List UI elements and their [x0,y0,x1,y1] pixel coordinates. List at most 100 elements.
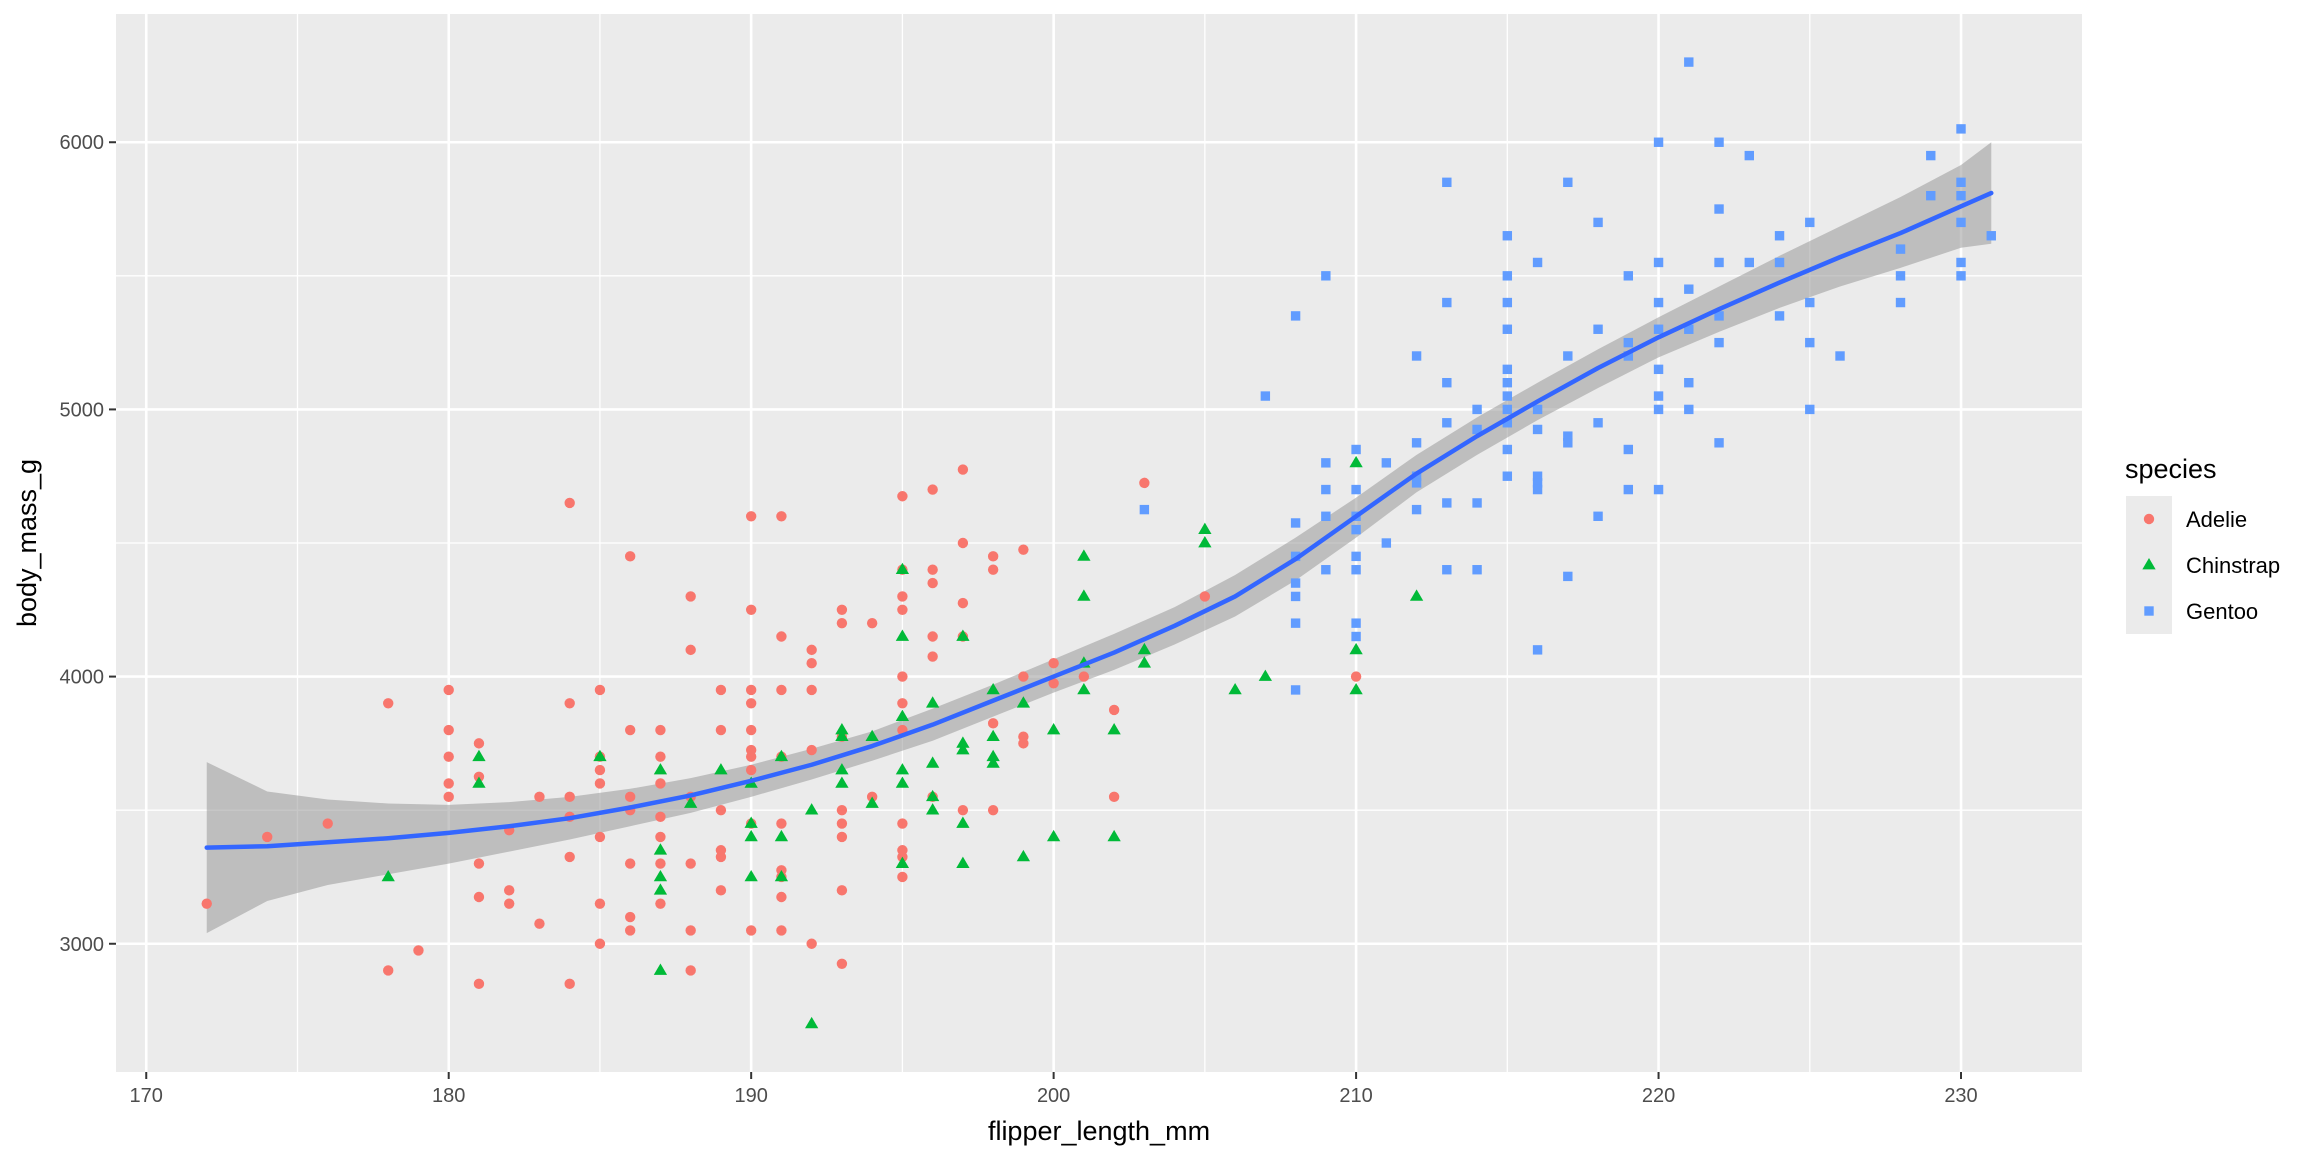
data-point-adelie [776,511,787,522]
data-point-gentoo [1442,418,1452,428]
data-point-gentoo [1926,150,1936,161]
data-point-adelie [745,751,757,762]
data-point-gentoo [1502,404,1513,415]
data-point-adelie [836,831,848,843]
data-point-gentoo [1442,565,1452,575]
data-point-adelie [745,511,757,522]
data-point-adelie [927,484,938,495]
x-tick-label: 220 [1642,1085,1675,1107]
confidence-band-layer [206,142,1992,934]
data-point-gentoo [1442,377,1452,388]
data-point-gentoo [1411,351,1422,361]
data-point-gentoo [1653,257,1664,268]
data-point-gentoo [1321,484,1331,495]
legend: species Adelie Chinstrap Gentoo [2125,454,2280,634]
data-point-adelie [987,804,999,816]
data-point-gentoo [1290,591,1301,602]
data-point-adelie [564,791,575,803]
data-point-chinstrap [472,749,486,762]
data-point-gentoo [1684,324,1694,334]
data-point-chinstrap [714,763,728,775]
data-point-gentoo [1744,257,1754,268]
data-point-adelie [776,891,787,903]
data-point-gentoo [1563,431,1573,441]
data-point-chinstrap [925,803,940,815]
data-point-adelie [957,804,969,816]
data-point-gentoo [1260,391,1271,401]
data-point-adelie [624,551,636,562]
data-point-chinstrap [835,776,849,788]
data-point-gentoo [1956,190,1966,201]
data-point-gentoo [1563,177,1573,188]
data-point-adelie [594,764,606,776]
data-point-gentoo [1956,217,1966,228]
data-point-adelie [201,898,212,909]
data-point-gentoo [1411,438,1422,448]
data-point-chinstrap [1077,549,1091,561]
data-point-chinstrap [895,776,910,788]
data-point-chinstrap [774,829,789,842]
data-point-gentoo [1623,484,1634,495]
data-point-adelie [504,898,515,909]
data-point-gentoo [1623,444,1634,455]
data-point-chinstrap [925,696,940,708]
data-point-gentoo [1653,324,1664,334]
data-point-chinstrap [895,763,910,775]
data-point-gentoo [1502,297,1513,308]
data-point-chinstrap [1198,536,1212,548]
data-point-gentoo [1502,271,1513,281]
y-tick-label: 3000 [60,934,105,956]
data-point-gentoo [1714,257,1724,268]
data-point-adelie [1018,544,1029,555]
data-point-adelie [534,918,545,929]
smooth-line [204,190,1994,850]
data-point-gentoo [1623,337,1634,348]
data-point-adelie [715,684,727,696]
data-point-gentoo [1714,337,1724,348]
data-point-adelie [443,684,454,696]
data-point-gentoo [1139,504,1150,515]
x-tick-label: 180 [432,1085,465,1107]
data-point-chinstrap [472,776,486,788]
data-point-chinstrap [895,629,910,641]
data-point-adelie [564,497,575,509]
data-point-gentoo [1563,351,1573,361]
data-point-adelie [987,564,999,575]
data-point-adelie [745,724,757,736]
data-point-adelie [564,851,575,863]
data-point-chinstrap [956,856,970,868]
data-point-chinstrap [774,749,789,762]
data-point-chinstrap [1016,849,1031,862]
data-point-chinstrap [865,796,879,808]
x-tick-label: 230 [1944,1085,1977,1107]
data-point-gentoo [1290,685,1301,695]
data-point-adelie [504,885,515,896]
data-point-gentoo [1895,297,1906,308]
data-point-gentoo [1895,244,1906,254]
data-point-adelie [624,858,636,869]
data-point-gentoo [1351,551,1361,562]
data-point-adelie [836,818,848,829]
data-point-gentoo [1472,424,1482,435]
data-point-gentoo [1653,297,1664,308]
data-point-chinstrap [774,869,789,882]
data-point-adelie [745,604,757,615]
data-point-adelie [806,744,817,756]
data-point-gentoo [1653,391,1664,401]
data-point-chinstrap [593,749,607,762]
data-point-adelie [866,617,878,629]
data-point-adelie [776,631,787,642]
data-point-gentoo [1623,271,1634,281]
data-point-gentoo [1411,504,1422,515]
data-point-gentoo [1774,311,1785,321]
y-axis: 3000 4000 5000 6000 [60,132,116,956]
data-point-adelie [776,818,787,829]
data-point-gentoo [1714,311,1724,321]
legend-label-gentoo: Gentoo [2186,599,2258,624]
data-point-adelie [927,564,938,575]
x-axis: 170 180 190 200 210 220 230 [130,1072,1978,1107]
data-point-adelie [1199,591,1211,602]
data-point-chinstrap [835,763,849,775]
data-point-adelie [745,925,757,936]
legend-title: species [2125,454,2217,484]
